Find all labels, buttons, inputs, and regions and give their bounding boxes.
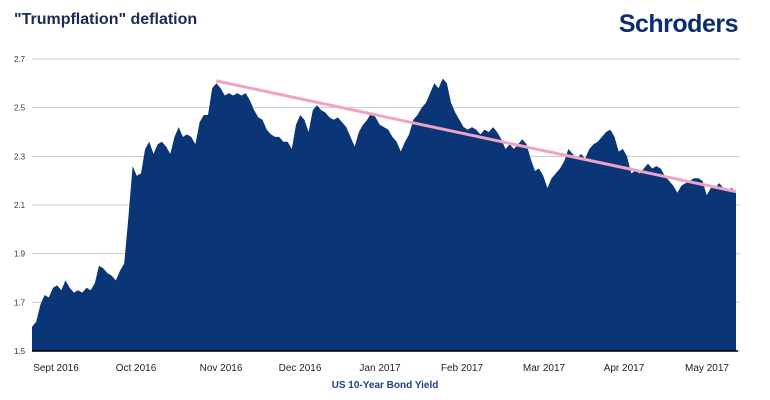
yield-area [32, 78, 736, 351]
x-tick-label: Dec 2016 [279, 363, 322, 374]
x-tick-label: Sept 2016 [33, 363, 79, 374]
y-tick-label: 2.7 [14, 55, 26, 64]
x-tick-label: Jan 2017 [359, 363, 401, 374]
x-tick-label: Nov 2016 [200, 363, 243, 374]
x-tick-label: Oct 2016 [116, 363, 157, 374]
x-tick-label: Apr 2017 [604, 363, 645, 374]
x-axis-label: US 10-Year Bond Yield [331, 380, 439, 391]
chart-title: "Trumpflation" deflation [14, 11, 198, 28]
x-tick-label: Feb 2017 [441, 363, 484, 374]
y-tick-label: 1.9 [14, 250, 26, 259]
x-tick-label: Mar 2017 [523, 363, 566, 374]
y-tick-label: 2.1 [14, 201, 26, 210]
y-tick-label: 1.7 [14, 298, 26, 307]
y-tick-label: 2.5 [14, 104, 26, 113]
x-tick-label: May 2017 [685, 363, 729, 374]
trend-line [216, 79, 737, 194]
y-tick-label: 1.5 [14, 347, 26, 356]
y-tick-label: 2.3 [14, 152, 26, 161]
schroders-logo: Schroders [618, 10, 739, 38]
